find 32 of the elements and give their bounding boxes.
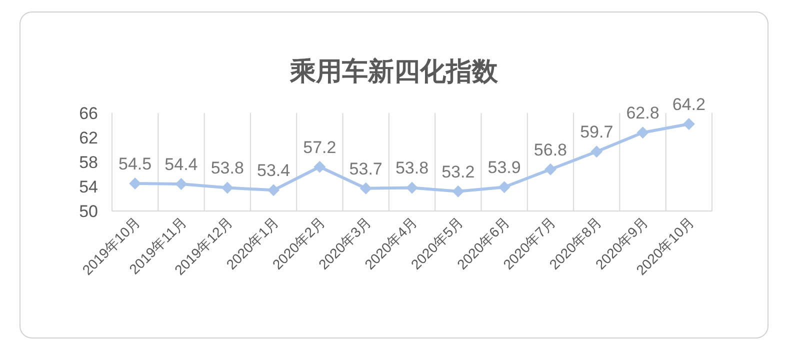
data-label: 57.2 [303,138,336,157]
point [314,160,326,173]
y-tick-label: 62 [79,128,98,148]
data-label: 53.9 [488,158,521,178]
data-label: 62.8 [626,104,660,123]
point [636,126,649,139]
data-label: 59.7 [580,122,614,142]
y-tick-label: 54 [79,178,98,196]
y-tick-label: 66 [79,104,98,123]
point [406,182,418,194]
point [544,163,556,176]
point [175,178,188,190]
data-label: 53.8 [395,158,429,178]
data-label: 53.7 [349,159,382,178]
data-label: 53.2 [442,162,475,182]
point [682,118,695,130]
data-label: 53.4 [256,161,290,180]
y-tick-label: 58 [79,153,98,172]
point [268,184,280,196]
point [129,177,142,190]
data-label: 54.5 [118,154,152,174]
y-tick-label: 50 [79,202,98,221]
data-label: 53.8 [210,158,244,178]
point [590,146,603,158]
point [221,182,234,194]
data-label: 56.8 [534,140,568,160]
point [498,181,510,194]
point [452,185,464,198]
point [360,182,372,194]
data-label: 54.4 [164,155,198,174]
data-label: 64.2 [672,95,706,114]
chart-title: 乘用车新四化指数 [289,56,499,86]
